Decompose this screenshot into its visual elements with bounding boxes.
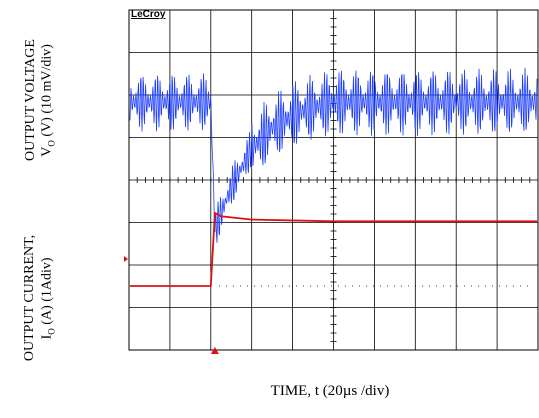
ylabel-current-units: IO (A) (1Adiv)	[39, 257, 57, 340]
current-ground-marker	[124, 256, 128, 262]
current-trace	[130, 211, 537, 287]
ylabel-voltage-units: VO (V) (10 mV/div)	[39, 44, 57, 157]
oscilloscope-plot	[124, 9, 539, 354]
x-axis-label: TIME, t (20µs /div)	[270, 383, 390, 399]
ylabel-current-title: OUTPUT CURRENT,	[22, 234, 37, 362]
trigger-marker	[210, 347, 219, 354]
scope-brand-logo: LeCroy	[131, 9, 166, 20]
voltage-trace	[129, 67, 538, 243]
ylabel-voltage-title: OUTPUT VOLTAGE	[23, 39, 38, 161]
